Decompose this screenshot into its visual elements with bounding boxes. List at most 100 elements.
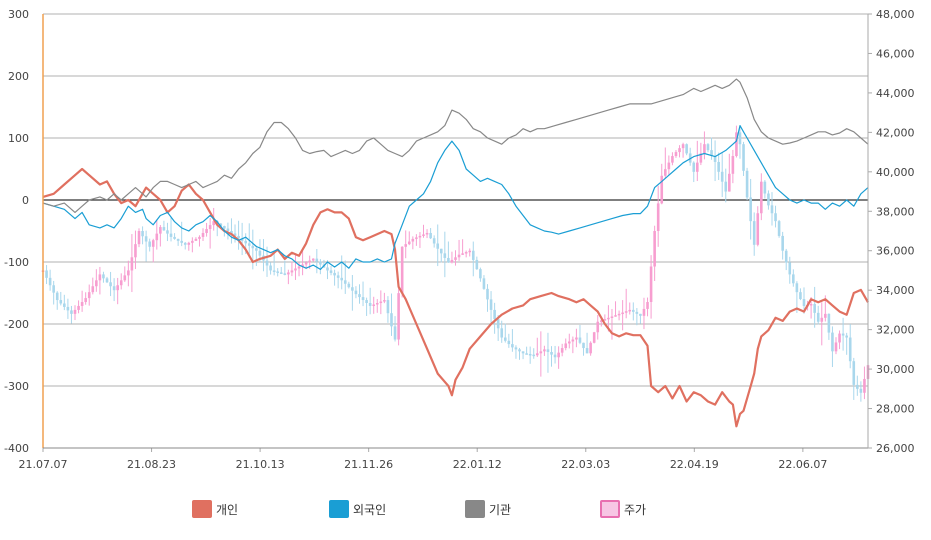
legend-item-price[interactable]: 주가 [600, 498, 646, 520]
price-candle-body [212, 221, 215, 226]
price-candle-body [87, 292, 91, 299]
legend-item-foreign[interactable]: 외국인 [329, 498, 386, 520]
price-candle-body [827, 313, 831, 333]
price-candle-body [372, 304, 376, 306]
series-line-individual [42, 167, 869, 428]
price-candle-body [333, 272, 336, 276]
price-candle-body [400, 246, 404, 294]
price-candle-body [457, 254, 461, 258]
price-candle-body [290, 270, 294, 273]
price-candle-body [223, 226, 226, 229]
price-candle-body [112, 286, 116, 291]
price-candle-body [710, 150, 713, 157]
price-candle-body [774, 213, 777, 222]
price-candle-body [407, 241, 411, 245]
price-candle-body [507, 340, 511, 345]
price-candle-body [514, 347, 518, 350]
price-candle-body [539, 351, 543, 354]
price-candle-body [660, 175, 664, 204]
legend-swatch-institution [465, 500, 485, 518]
price-candle-body [706, 144, 710, 151]
price-candle-body [279, 272, 283, 274]
price-candle-body [617, 313, 621, 316]
price-candle-body [137, 231, 141, 245]
price-candle-body [760, 181, 763, 214]
price-candle-body [102, 274, 105, 279]
price-candle-body [731, 156, 735, 174]
price-candle-body [763, 181, 767, 194]
price-candle-body [287, 272, 290, 275]
price-candle-body [493, 309, 496, 320]
price-candle-body [450, 259, 454, 263]
price-candle-body [503, 337, 507, 341]
price-candle-body [567, 341, 571, 344]
price-candle-body [831, 332, 834, 352]
price-candle-body [599, 320, 603, 322]
price-candle-body [482, 278, 486, 289]
price-candle-body [525, 353, 528, 355]
price-candle-body [841, 333, 845, 336]
price-candle-body [48, 277, 52, 286]
price-candle-body [674, 152, 678, 157]
price-candle-body [230, 231, 233, 234]
price-candle-body [699, 153, 703, 163]
price-candle-body [461, 253, 464, 255]
price-candle-body [415, 237, 418, 239]
y-left-tick-label: -100 [4, 256, 29, 269]
price-candle-body [511, 344, 514, 348]
price-candle-body [553, 354, 557, 358]
price-candle-body [813, 303, 816, 313]
price-candle-body [95, 280, 98, 287]
price-candle-body [781, 235, 784, 251]
y-left-tick-label: 300 [8, 8, 29, 21]
price-candle-body [646, 302, 649, 309]
price-candle-body [45, 270, 48, 278]
price-candle-body [70, 310, 73, 314]
price-candle-body [681, 144, 685, 149]
price-candle-body [464, 252, 468, 254]
y-right-tick-label: 46,000 [876, 47, 915, 60]
price-candle-body [639, 313, 642, 316]
price-candle-body [301, 264, 304, 267]
price-candle-body [404, 244, 408, 247]
price-candle-body [667, 162, 671, 170]
price-candle-body [361, 297, 365, 301]
price-candle-body [532, 354, 536, 357]
price-candle-body [297, 266, 301, 269]
price-candle-body [795, 283, 799, 293]
price-candle-body [582, 342, 585, 349]
y-right-tick-label: 32,000 [876, 324, 915, 337]
y-right-tick-label: 42,000 [876, 126, 915, 139]
price-candle-body [642, 308, 646, 316]
price-candle-body [368, 303, 372, 306]
price-candle-body [756, 213, 760, 245]
price-candle-body [208, 225, 212, 230]
price-candle-body [383, 300, 386, 302]
price-candle-body [571, 339, 575, 342]
price-candle-body [127, 270, 130, 276]
price-candle-body [439, 248, 443, 254]
price-candle-body [244, 240, 247, 244]
legend-item-institution[interactable]: 기관 [465, 498, 511, 520]
price-candle-body [799, 292, 802, 300]
price-candle-body [105, 278, 109, 283]
price-candle-body [436, 243, 440, 249]
price-candle-body [173, 236, 176, 239]
legend-item-individual[interactable]: 개인 [192, 498, 238, 520]
price-candle-body [703, 144, 706, 154]
legend: 개인 외국인 기관 주가 [0, 498, 931, 524]
price-candle-body [55, 292, 59, 301]
price-candle-body [767, 193, 770, 206]
axes [42, 13, 872, 452]
price-candle-body [123, 275, 127, 281]
price-candle-body [73, 309, 77, 314]
price-candle-body [447, 257, 450, 263]
price-candle-body [656, 203, 660, 231]
price-candle-body [486, 288, 489, 300]
price-candle-body [713, 156, 717, 162]
price-candle-body [607, 317, 610, 320]
y-right-tick-label: 48,000 [876, 8, 915, 21]
price-candle-body [628, 309, 632, 312]
price-candle-body [521, 351, 525, 354]
price-candle-body [159, 227, 162, 234]
